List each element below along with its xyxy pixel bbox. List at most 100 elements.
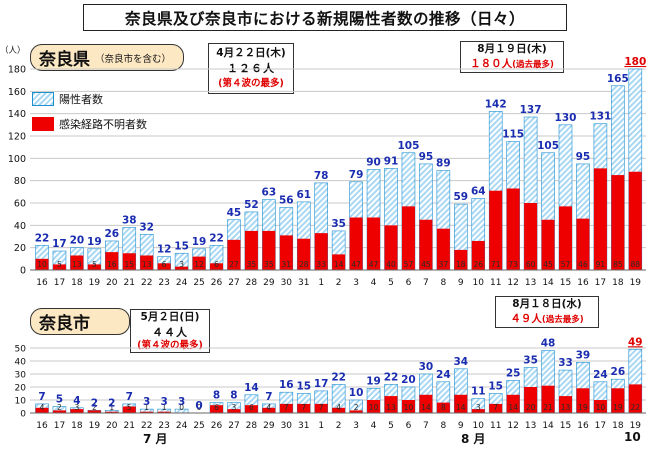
x-tick-label: 20: [106, 421, 118, 431]
bar-total: [331, 384, 346, 414]
callout-date: 8月１９日(木): [477, 43, 547, 55]
bar-total: [262, 403, 276, 414]
bar-unknown: [611, 175, 625, 270]
legend: 陽性者数 感染経路不明者数: [32, 91, 202, 141]
x-tick-label: 30: [281, 421, 293, 431]
x-tick-label: 16: [577, 421, 589, 431]
bar-total-label: 45: [227, 207, 242, 219]
bar-total-label: 34: [453, 356, 468, 368]
bar-total-label: 3: [178, 396, 185, 408]
region-name: 奈良県: [39, 50, 90, 70]
bar-total-label: 39: [576, 349, 591, 361]
bar-unknown: [297, 238, 311, 270]
bar-total-label: 56: [279, 194, 294, 206]
y-tick-label: 20: [14, 243, 26, 254]
bar-unknown-label: 13: [142, 260, 152, 269]
bar-unknown: [297, 403, 311, 413]
bar-total-label: 35: [523, 355, 538, 367]
bar-unknown: [210, 263, 223, 270]
bar-unknown-label: 18: [456, 260, 466, 269]
bar-unknown-label: 45: [421, 260, 431, 269]
bar-total: [52, 406, 67, 414]
bar-total: [593, 381, 608, 414]
bar-unknown: [524, 203, 538, 270]
x-tick-label: 30: [281, 278, 293, 288]
bar-unknown: [279, 403, 293, 413]
bar-total-label: 137: [520, 104, 542, 116]
x-tick-label: 17: [54, 421, 65, 431]
x-tick-label: 7: [423, 278, 429, 288]
bar-unknown-label: 57: [561, 260, 571, 269]
bar-total-label: 2: [108, 397, 115, 409]
bar-unknown-label: 15: [124, 260, 134, 269]
bar-unknown: [87, 264, 101, 270]
bar-unknown-label: 8: [441, 403, 446, 412]
x-tick-label: 19: [89, 421, 101, 431]
x-tick-label: 27: [228, 278, 239, 288]
bar-total: [227, 219, 241, 271]
bar-unknown: [628, 171, 642, 270]
bar-total: [506, 380, 520, 414]
bar-total-label: 11: [471, 386, 486, 398]
x-tick-label: 24: [176, 278, 188, 288]
bar-total-label: 17: [314, 378, 329, 390]
bar-total-label: 7: [265, 391, 272, 403]
bar-total-label: 10: [349, 387, 364, 399]
bar-unknown: [628, 384, 642, 413]
x-tick-label: 1: [318, 421, 324, 431]
bar-total-label: 22: [35, 232, 50, 244]
bar-total: [506, 141, 520, 271]
x-tick-label: 2: [336, 278, 342, 288]
bar-unknown: [384, 225, 398, 270]
bar-total-label: 142: [485, 98, 507, 110]
bar-total: [558, 124, 573, 271]
bar-unknown: [35, 258, 49, 270]
x-tick-label: 28: [246, 278, 258, 288]
bar-unknown-label: 71: [491, 260, 501, 269]
bar-total-label: 26: [104, 228, 119, 240]
bar-unknown-label: 37: [439, 260, 449, 269]
x-tick-label: 19: [89, 278, 101, 288]
bar-unknown-label: 3: [232, 403, 237, 412]
callout-wave4-peak-pref: 4月２２日(木) １２６人 (第４波の最多): [208, 43, 294, 94]
callout-count: ４９人: [510, 313, 542, 325]
bar-total: [593, 123, 608, 271]
bar-total-label: 2: [91, 397, 98, 409]
bar-unknown-label: 21: [543, 403, 553, 412]
bar-total: [384, 384, 398, 414]
y-tick-label: 50: [15, 345, 27, 355]
bar-unknown-label: 7: [284, 403, 289, 412]
x-tick-label: 21: [124, 278, 135, 288]
y-tick-label: 30: [15, 371, 27, 381]
chart-nara-pref: 020406080100120140160180（人）1022165171713…: [0, 45, 646, 288]
x-tick-label: 6: [406, 421, 412, 431]
legend-label: 陽性者数: [59, 93, 103, 106]
bar-unknown-label: 7: [493, 403, 498, 412]
legend-label: 感染経路不明者数: [59, 118, 147, 131]
region-sublabel: （奈良市を含む）: [95, 53, 172, 65]
bar-total-label: 180: [624, 56, 646, 68]
bar-unknown: [332, 254, 346, 270]
region-label-nara-pref: 奈良県 （奈良市を含む）: [30, 44, 184, 71]
bar-unknown: [401, 206, 415, 270]
bar-total-label: 33: [558, 357, 573, 369]
x-tick-label: 16: [36, 278, 48, 288]
bar-unknown-label: 5: [127, 403, 132, 412]
bar-total: [541, 350, 555, 414]
bar-unknown: [593, 168, 607, 270]
bar-unknown-label: 12: [194, 260, 204, 269]
x-tick-label: 14: [542, 421, 554, 431]
callout-date: 4月２２日(木): [216, 47, 286, 59]
y-tick-label: 120: [8, 132, 26, 143]
bar-unknown-label: 10: [369, 403, 379, 412]
bar-total: [628, 348, 643, 414]
bar-unknown-label: 10: [37, 260, 47, 269]
x-tick-label: 25: [193, 278, 204, 288]
bar-total: [105, 240, 119, 271]
bar-total-label: 64: [471, 186, 486, 198]
bar-total: [314, 182, 329, 271]
x-tick-label: 29: [263, 421, 275, 431]
x-tick-label: 14: [542, 278, 554, 288]
x-tick-label: 18: [71, 278, 83, 288]
x-tick-label: 1: [318, 278, 324, 288]
